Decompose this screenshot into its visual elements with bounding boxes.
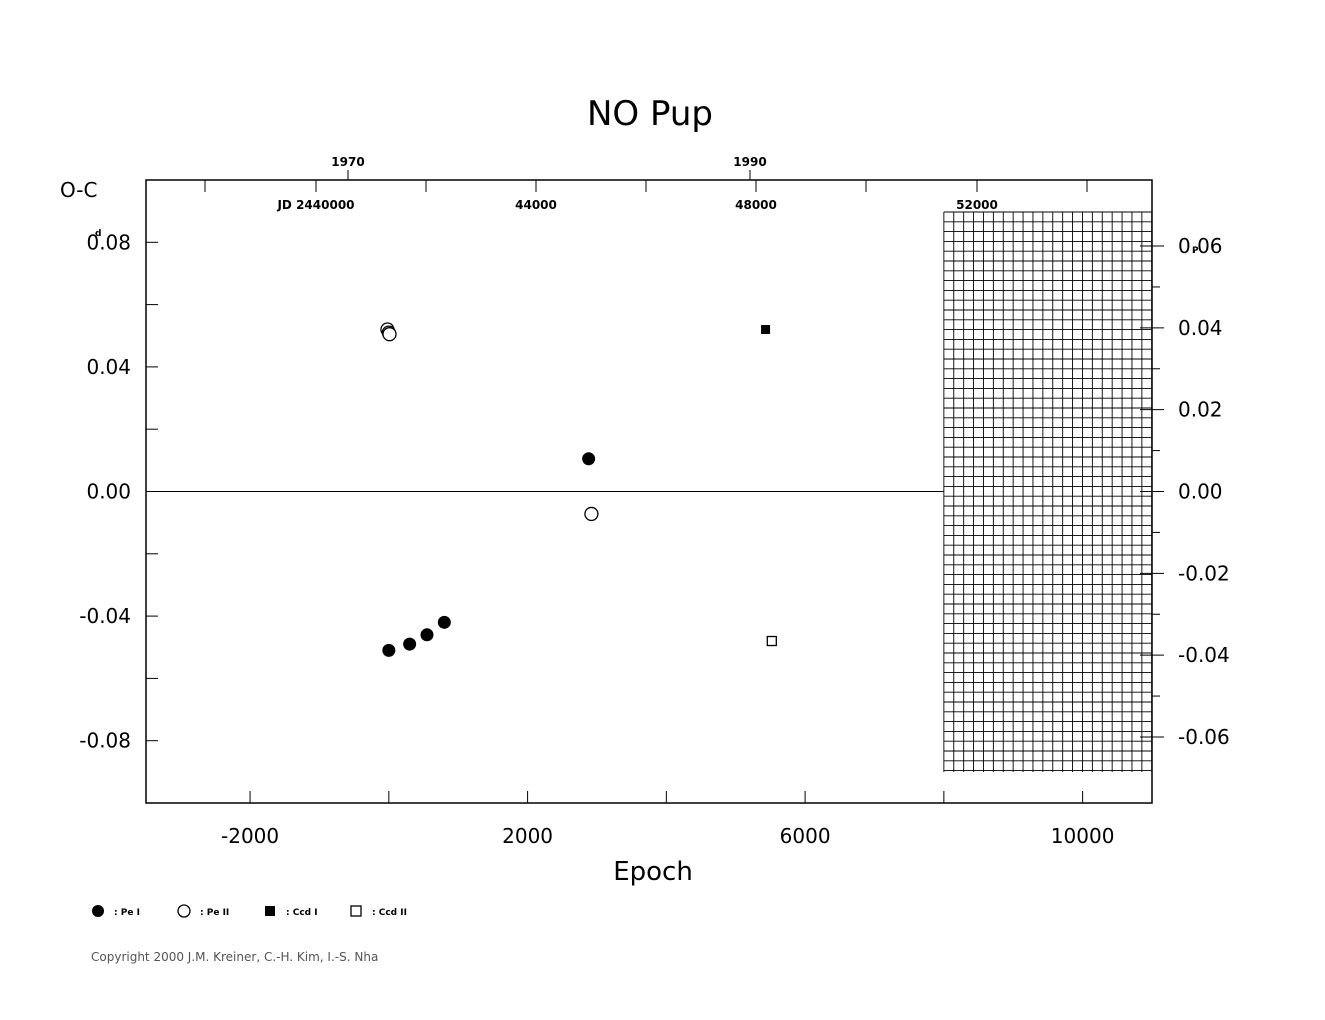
legend-label: : Ccd I (286, 908, 318, 918)
right-tick-label: -0.04 (1178, 643, 1230, 667)
right-axis-unit: P (1192, 246, 1199, 256)
x-axis-label: Epoch (613, 857, 693, 887)
y-axis-label: O-C (60, 178, 97, 202)
y-tick-label: -0.04 (79, 604, 131, 628)
data-point (437, 615, 451, 629)
legend-label: : Pe I (114, 908, 140, 918)
top-jd-label: 52000 (956, 198, 998, 212)
top-jd-label: JD 2440000 (276, 198, 354, 212)
right-tick-label: -0.06 (1178, 725, 1230, 749)
legend-marker (177, 904, 191, 918)
right-tick-label: 0.00 (1178, 480, 1223, 504)
right-tick-label: 0.02 (1178, 398, 1223, 422)
legend-label: : Pe II (200, 908, 229, 918)
right-tick-label: -0.02 (1178, 561, 1230, 585)
top-jd-label: 44000 (515, 198, 557, 212)
data-point (766, 635, 777, 647)
legend-marker (265, 906, 275, 916)
axis-ticks (146, 170, 1164, 803)
legend: : Pe I : Pe II : Ccd I : Ccd II (92, 904, 407, 918)
y-tick-label: -0.08 (79, 729, 131, 753)
hatched-region (943, 211, 1153, 772)
y-tick-label: 0.04 (86, 355, 131, 379)
axis-tick-labels: -2000 2000 6000 10000 0.08 0.04 0.00 -0.04 -0.08… (79, 155, 1230, 848)
y-tick-label: 0.00 (86, 480, 131, 504)
top-year-label: 1970 (331, 155, 364, 169)
data-point (420, 628, 434, 642)
x-tick-label: 2000 (502, 824, 553, 848)
legend-marker (350, 905, 362, 917)
x-tick-label: 10000 (1051, 824, 1115, 848)
data-point (582, 452, 596, 466)
copyright-text: Copyright 2000 J.M. Kreiner, C.-H. Kim, … (91, 950, 378, 964)
top-year-label: 1990 (733, 155, 766, 169)
legend-marker (92, 905, 104, 917)
data-point (382, 643, 396, 657)
data-point (382, 327, 397, 342)
data-points (380, 322, 777, 657)
data-point (761, 325, 771, 335)
legend-label: : Ccd II (372, 908, 407, 918)
x-tick-label: 6000 (780, 824, 831, 848)
x-tick-label: -2000 (221, 824, 279, 848)
top-jd-label: 48000 (735, 198, 777, 212)
chart-title: NO Pup (587, 94, 713, 134)
right-tick-label: 0.06 (1178, 234, 1223, 258)
data-point (584, 506, 599, 522)
y-axis-unit: d (95, 229, 101, 239)
right-tick-label: 0.04 (1178, 316, 1223, 340)
y-tick-label: 0.08 (86, 230, 131, 254)
data-point (403, 637, 417, 651)
